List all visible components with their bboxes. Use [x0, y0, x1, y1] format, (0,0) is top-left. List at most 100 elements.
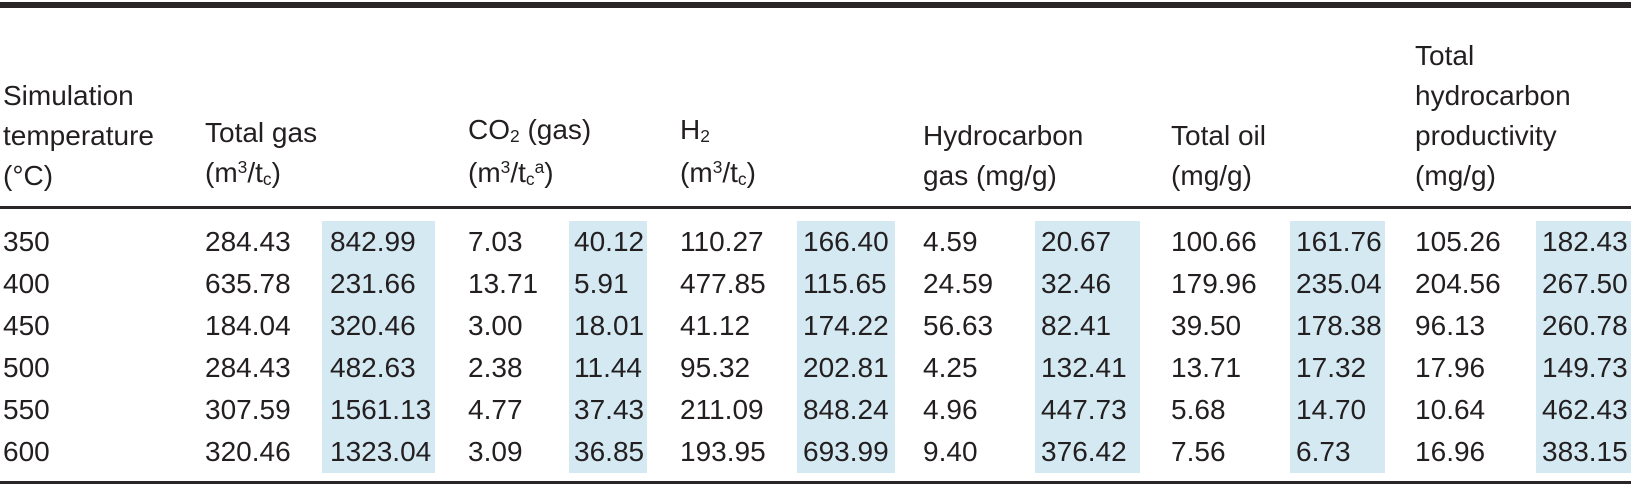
- cell-value-highlighted: 36.85: [569, 431, 648, 473]
- cell-value: 179.96: [1171, 268, 1257, 299]
- header-line: Hydrocarbon: [923, 120, 1084, 151]
- spacer-row: [0, 473, 1631, 483]
- cell-value-highlighted: 166.40: [797, 221, 896, 263]
- header-line: (mg/g): [1171, 160, 1252, 191]
- cell-value: 95.32: [680, 352, 751, 383]
- column-header-co2-gas: CO2 (gas) (m3/tca): [435, 5, 648, 209]
- cell-value: 3.09: [468, 436, 523, 467]
- cell-value: 96.13: [1415, 310, 1486, 341]
- cell-value-highlighted: 14.70: [1290, 389, 1386, 431]
- spacer-cell: [0, 473, 1631, 483]
- cell-value-highlighted: 1323.04: [322, 431, 436, 473]
- header-line: gas (mg/g): [923, 160, 1057, 191]
- cell-value-highlighted: 848.24: [797, 389, 896, 431]
- cell-temperature: 600: [3, 436, 50, 467]
- column-header-total-oil: Total oil (mg/g): [1140, 5, 1386, 209]
- cell-value: 635.78: [205, 268, 291, 299]
- cell-value: 7.56: [1171, 436, 1226, 467]
- table-header: Simulation temperature (°C) Total gas (m3/tc…: [0, 5, 1631, 209]
- cell-value-highlighted: 231.66: [322, 263, 436, 305]
- cell-value: 193.95: [680, 436, 766, 467]
- cell-value-highlighted: 202.81: [797, 347, 896, 389]
- header-line: H2: [680, 114, 710, 147]
- table-row-500: 500 284.43 482.63 2.38 11.44 95.32 202.81 4.25 1…: [0, 347, 1631, 389]
- cell-value: 4.77: [468, 394, 523, 425]
- cell-value-highlighted: 462.43: [1536, 389, 1631, 431]
- cell-value: 56.63: [923, 310, 994, 341]
- column-header-simulation-temperature: Simulation temperature (°C): [0, 5, 200, 209]
- cell-value: 13.71: [468, 268, 539, 299]
- cell-value: 284.43: [205, 226, 291, 257]
- cell-value: 105.26: [1415, 226, 1501, 257]
- table-row-400: 400 635.78 231.66 13.71 5.91 477.85 115.65 24.5…: [0, 263, 1631, 305]
- header-line: (m3/tc): [205, 156, 281, 190]
- cell-value-highlighted: 132.41: [1035, 347, 1141, 389]
- spacer-row: [0, 207, 1631, 221]
- cell-temperature: 400: [3, 268, 50, 299]
- table-row-350: 350 284.43 842.99 7.03 40.12 110.27 166.40 4.59…: [0, 221, 1631, 263]
- cell-value: 5.68: [1171, 394, 1226, 425]
- cell-value-highlighted: 235.04: [1290, 263, 1386, 305]
- cell-value: 110.27: [680, 226, 764, 257]
- table-row-450: 450 184.04 320.46 3.00 18.01 41.12 174.22 56.63…: [0, 305, 1631, 347]
- header-line: productivity: [1415, 120, 1557, 151]
- cell-value: 211.09: [680, 394, 764, 425]
- cell-value-highlighted: 260.78: [1536, 305, 1631, 347]
- cell-value-highlighted: 149.73: [1536, 347, 1631, 389]
- cell-value-highlighted: 37.43: [569, 389, 648, 431]
- cell-value-highlighted: 32.46: [1035, 263, 1141, 305]
- header-row: Simulation temperature (°C) Total gas (m3/tc…: [0, 5, 1631, 209]
- header-line: Total gas: [205, 117, 318, 148]
- cell-value: 39.50: [1171, 310, 1242, 341]
- cell-value-highlighted: 482.63: [322, 347, 436, 389]
- cell-value-highlighted: 267.50: [1536, 263, 1631, 305]
- header-line: Total oil: [1171, 120, 1266, 151]
- cell-temperature: 500: [3, 352, 50, 383]
- cell-value-highlighted: 693.99: [797, 431, 896, 473]
- cell-value-highlighted: 20.67: [1035, 221, 1141, 263]
- cell-value: 3.00: [468, 310, 523, 341]
- cell-value: 9.40: [923, 436, 978, 467]
- header-line: (mg/g): [1415, 160, 1496, 191]
- cell-value-highlighted: 383.15: [1536, 431, 1631, 473]
- cell-value: 204.56: [1415, 268, 1501, 299]
- cell-value: 284.43: [205, 352, 291, 383]
- header-line: Total: [1415, 40, 1475, 71]
- cell-value-highlighted: 447.73: [1035, 389, 1141, 431]
- column-header-hydrocarbon-gas: Hydrocarbon gas (mg/g): [895, 5, 1141, 209]
- cell-value-highlighted: 40.12: [569, 221, 648, 263]
- header-line: temperature: [3, 120, 154, 151]
- cell-value-highlighted: 5.91: [569, 263, 648, 305]
- table-row-600: 600 320.46 1323.04 3.09 36.85 193.95 693.99 9.4…: [0, 431, 1631, 473]
- cell-value-highlighted: 17.32: [1290, 347, 1386, 389]
- column-header-h2: H2 (m3/tc): [647, 5, 896, 209]
- cell-temperature: 350: [3, 226, 50, 257]
- cell-value: 477.85: [680, 268, 766, 299]
- cell-value: 24.59: [923, 268, 994, 299]
- cell-value: 320.46: [205, 436, 291, 467]
- cell-temperature: 550: [3, 394, 50, 425]
- header-line: (°C): [3, 160, 54, 191]
- cell-value: 41.12: [680, 310, 751, 341]
- cell-value: 4.25: [923, 352, 978, 383]
- cell-temperature: 450: [3, 310, 50, 341]
- cell-value: 7.03: [468, 226, 523, 257]
- cell-value-highlighted: 115.65: [797, 263, 896, 305]
- cell-value-highlighted: 1561.13: [322, 389, 436, 431]
- header-line: hydrocarbon: [1415, 80, 1571, 111]
- cell-value: 2.38: [468, 352, 523, 383]
- cell-value-highlighted: 161.76: [1290, 221, 1386, 263]
- cell-value-highlighted: 18.01: [569, 305, 648, 347]
- cell-value-highlighted: 174.22: [797, 305, 896, 347]
- cell-value-highlighted: 11.44: [569, 347, 648, 389]
- cell-value: 10.64: [1415, 394, 1486, 425]
- cell-value: 13.71: [1171, 352, 1242, 383]
- cell-value-highlighted: 182.43: [1536, 221, 1631, 263]
- spacer-cell: [0, 207, 1631, 221]
- table-body: 350 284.43 842.99 7.03 40.12 110.27 166.40 4.59…: [0, 207, 1631, 483]
- cell-value-highlighted: 842.99: [322, 221, 436, 263]
- header-line: Simulation: [3, 80, 134, 111]
- table-row-550: 550 307.59 1561.13 4.77 37.43 211.09 848.24 4.9…: [0, 389, 1631, 431]
- header-line: (m3/tc): [680, 156, 756, 190]
- cell-value-highlighted: 82.41: [1035, 305, 1141, 347]
